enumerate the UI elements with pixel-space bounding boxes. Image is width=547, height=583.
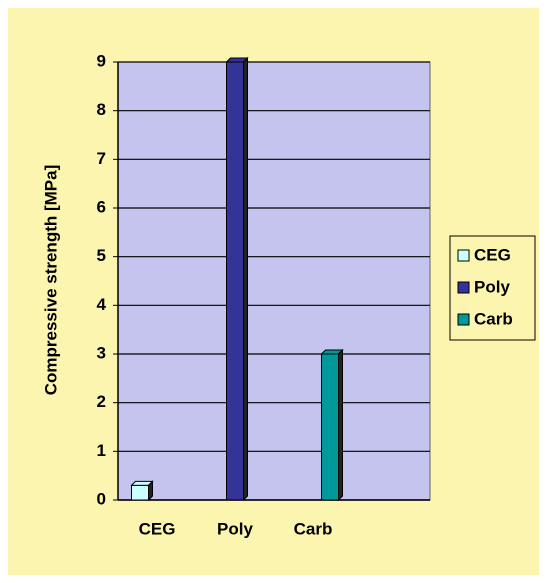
legend-label: CEG bbox=[474, 245, 511, 264]
x-tick-label: Poly bbox=[217, 519, 253, 538]
legend-label: Carb bbox=[474, 309, 513, 328]
bar-side bbox=[148, 480, 153, 502]
bar bbox=[321, 353, 339, 501]
y-tick-label: 3 bbox=[97, 343, 106, 362]
y-tick-label: 8 bbox=[97, 100, 106, 119]
legend-swatch bbox=[457, 313, 470, 326]
y-tick-label: 4 bbox=[97, 295, 107, 314]
legend-swatch bbox=[457, 281, 470, 294]
x-tick-label: Carb bbox=[294, 519, 333, 538]
bar bbox=[226, 61, 244, 501]
legend-label: Poly bbox=[474, 277, 510, 296]
y-tick-label: 9 bbox=[97, 51, 106, 70]
x-tick-label: CEG bbox=[139, 519, 176, 538]
plot-area bbox=[117, 61, 431, 501]
legend-swatch bbox=[457, 249, 470, 262]
bar bbox=[131, 484, 149, 501]
y-axis-label: Compressive strength [MPa] bbox=[41, 165, 60, 396]
bar-side bbox=[338, 348, 343, 502]
y-tick-label: 1 bbox=[97, 441, 106, 460]
y-tick-label: 0 bbox=[97, 489, 106, 508]
y-tick-label: 5 bbox=[97, 246, 106, 265]
y-tick-label: 6 bbox=[97, 197, 106, 216]
y-tick-label: 7 bbox=[97, 149, 106, 168]
bar-side bbox=[243, 56, 248, 502]
y-tick-label: 2 bbox=[97, 392, 106, 411]
